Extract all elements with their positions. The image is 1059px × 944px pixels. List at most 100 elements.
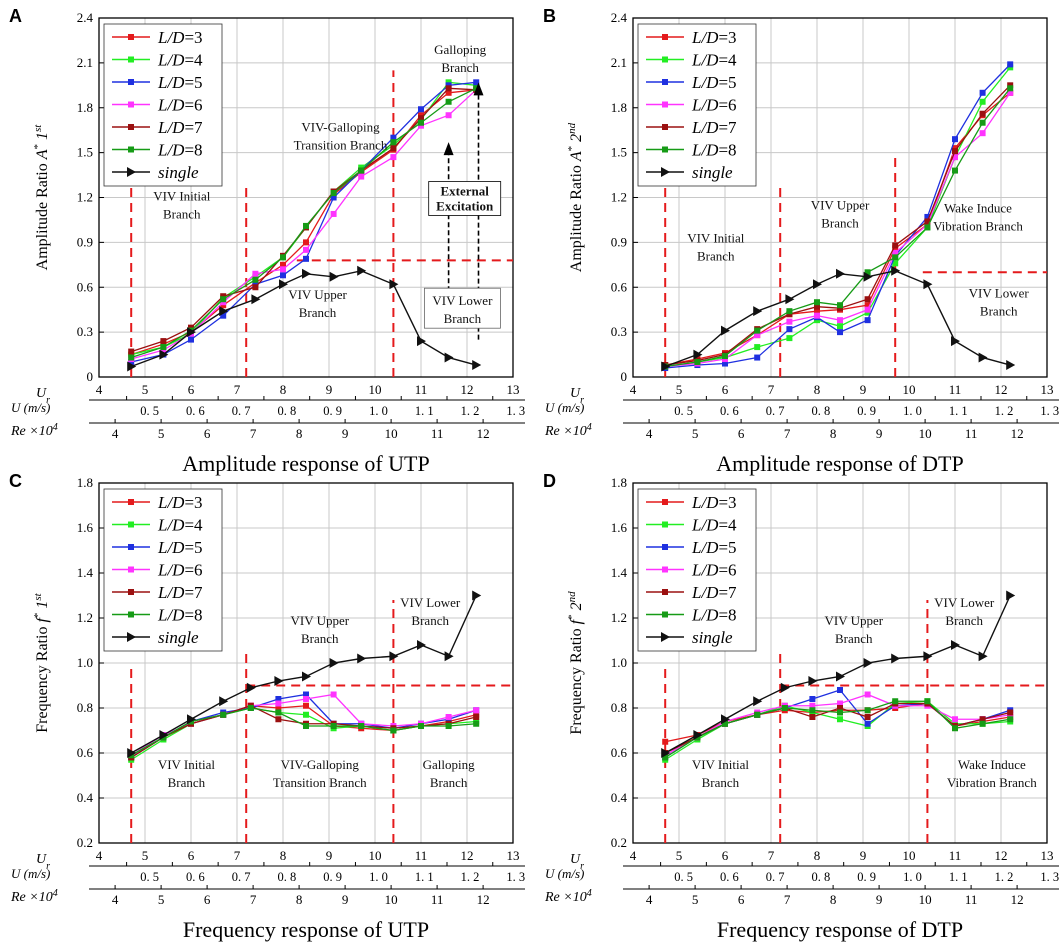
legend-label-var: single xyxy=(158,628,199,647)
u-tick-label: 0. 7 xyxy=(766,404,785,418)
legend-label-val: =7 xyxy=(184,583,203,602)
re-tick-label: 11 xyxy=(431,892,444,907)
data-point xyxy=(978,651,988,662)
legend-marker xyxy=(128,566,134,573)
ur-tick-label: 13 xyxy=(507,382,520,397)
re-axis-label: Re ×104 xyxy=(10,422,58,440)
data-point xyxy=(863,271,873,282)
data-point xyxy=(952,167,958,174)
legend-label: L/D=8 xyxy=(157,141,203,160)
legend-label-var: L/D xyxy=(157,606,185,625)
y-tick-label: 1.4 xyxy=(611,565,628,580)
y-tick-label: 2.4 xyxy=(611,10,628,25)
y-tick-label: 0.6 xyxy=(611,745,628,760)
data-point xyxy=(329,658,339,668)
legend-label-val: =4 xyxy=(184,516,203,535)
data-point xyxy=(808,676,818,686)
u-tick-label: 1. 2 xyxy=(461,870,480,884)
y-tick-label: 1.5 xyxy=(611,145,627,160)
data-point xyxy=(418,106,424,113)
re-tick-label: 9 xyxy=(876,892,883,907)
u-tick-label: 0. 7 xyxy=(232,870,251,884)
series-L7 xyxy=(128,702,480,761)
u-tick-label: 0. 8 xyxy=(278,870,297,884)
legend-marker xyxy=(128,34,134,40)
branch-annotation: VIV Lower xyxy=(969,286,1030,301)
branch-annotation: Branch xyxy=(299,305,337,320)
legend-item-L5: L/D=5 xyxy=(646,73,737,92)
legend-marker xyxy=(127,632,136,642)
re-axis-label: Re ×104 xyxy=(544,422,592,440)
y-axis-label: Frequency Ratio f* 1st xyxy=(32,592,51,732)
re-sup: 4 xyxy=(587,422,592,433)
ur-sub: r xyxy=(46,861,50,872)
ur-tick-label: 13 xyxy=(507,848,520,863)
data-point xyxy=(390,145,397,152)
legend-label-val: =5 xyxy=(184,73,202,92)
panel-C: 0.2 0.4 0.6 0.8 1.0 1.2 1.4 1.6 1.8 Frequency Rat… xyxy=(9,471,525,942)
legend-item-L3: L/D=3 xyxy=(646,493,737,512)
y-tick-label: 1.8 xyxy=(611,100,627,115)
branch-annotation: VIV-Galloping xyxy=(301,120,380,135)
y-tick-label: 0 xyxy=(621,369,628,384)
u-tick-label: 1. 0 xyxy=(903,870,922,884)
ur-tick-label: 8 xyxy=(814,382,821,397)
legend-label-var: L/D xyxy=(691,73,719,92)
data-point xyxy=(390,139,397,146)
data-point xyxy=(303,711,309,718)
u-tick-label: 1. 3 xyxy=(506,870,525,884)
branch-annotation: VIV Upper xyxy=(288,287,347,302)
branch-annotation: Branch xyxy=(411,613,449,628)
data-point xyxy=(753,306,763,317)
data-point xyxy=(951,640,960,650)
legend-item-L4: L/D=4 xyxy=(646,516,737,535)
legend-marker xyxy=(127,167,136,177)
legend-label-val: =7 xyxy=(718,118,737,137)
data-point xyxy=(693,730,703,740)
ur-tick-label: 9 xyxy=(860,382,867,397)
legend-label: single xyxy=(692,163,733,182)
ur-axis-label: Ur xyxy=(570,386,584,406)
y-tick-label: 0.6 xyxy=(611,279,628,294)
re-tick-label: 10 xyxy=(385,892,398,907)
y-tick-label: 0.8 xyxy=(77,700,93,715)
re-tick-label: 9 xyxy=(342,426,349,441)
legend-label-var: L/D xyxy=(691,538,719,557)
legend-item-L7: L/D=7 xyxy=(646,583,737,602)
legend-marker xyxy=(128,56,134,63)
data-point xyxy=(220,711,227,718)
legend-marker xyxy=(662,499,668,505)
data-point xyxy=(280,266,286,273)
u-tick-label: 1. 1 xyxy=(415,870,434,884)
legend-label-val: =6 xyxy=(718,96,736,115)
data-point xyxy=(754,327,761,334)
legend-label-val: =5 xyxy=(718,538,736,557)
data-point xyxy=(472,590,482,601)
u-tick-label: 1. 3 xyxy=(506,404,525,418)
ur-tick-label: 10 xyxy=(903,382,916,397)
series-single xyxy=(127,265,482,372)
ur-tick-label: 11 xyxy=(415,382,428,397)
data-point xyxy=(979,716,986,723)
ur-tick-label: 12 xyxy=(995,848,1008,863)
legend-label-val: =8 xyxy=(184,606,202,625)
panel-D: 0.2 0.4 0.6 0.8 1.0 1.2 1.4 1.6 1.8 Frequency Rat… xyxy=(543,471,1059,942)
branch-annotation: VIV Initial xyxy=(687,230,745,245)
y-tick-label: 1.2 xyxy=(77,190,93,205)
data-point xyxy=(786,326,793,333)
legend-label: L/D=7 xyxy=(691,583,737,602)
legend-label: L/D=3 xyxy=(157,28,203,47)
data-point xyxy=(978,352,988,363)
data-point xyxy=(780,682,790,693)
legend-label-val: =6 xyxy=(184,96,202,115)
data-point xyxy=(188,336,194,343)
legend-label-val: =3 xyxy=(718,493,736,512)
legend-label-var: L/D xyxy=(691,28,719,47)
legend-marker xyxy=(128,611,134,618)
branch-annotation: Vibration Branch xyxy=(947,775,1037,790)
re-tick-label: 8 xyxy=(296,892,303,907)
data-point xyxy=(275,696,282,702)
data-point xyxy=(837,323,843,330)
legend-label-var: L/D xyxy=(157,516,185,535)
ur-tick-label: 11 xyxy=(949,848,962,863)
